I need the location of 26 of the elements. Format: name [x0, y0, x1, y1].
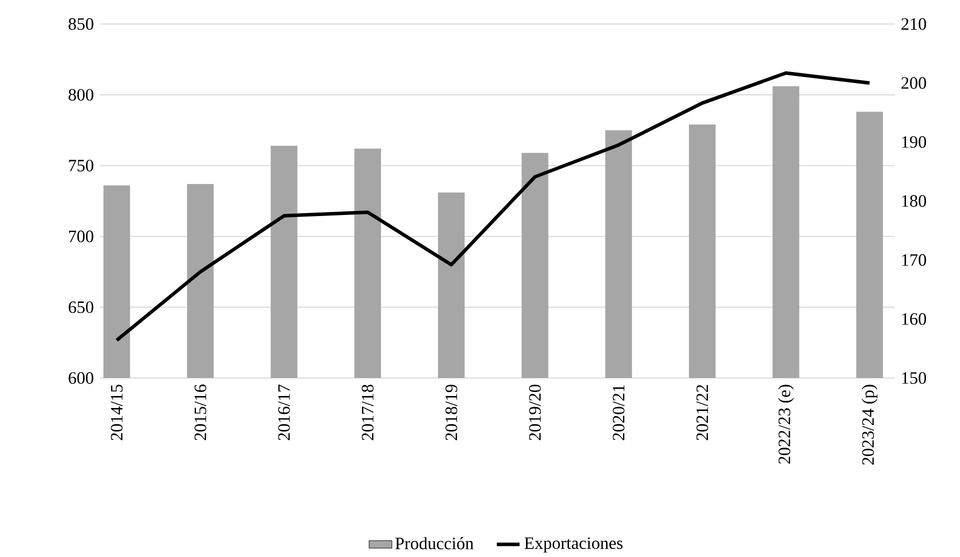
y-tick-label: 600 — [68, 372, 94, 384]
x-tick-label: 2014/15 — [110, 384, 123, 440]
y-tick-label: 850 — [68, 18, 94, 30]
y-tick-label: 800 — [68, 88, 94, 101]
x-tick-label: 2023/24 (p) — [862, 384, 878, 465]
line-series — [115, 71, 872, 342]
legend-label: Exportaciones — [524, 537, 623, 552]
x-tick-label: 2022/23 (e) — [778, 384, 794, 464]
x-tick-label: 2021/22 — [696, 384, 708, 440]
y2-tick-label: 180 — [902, 195, 926, 207]
x-tick-label: 2019/20 — [529, 384, 541, 440]
y2-tick-label: 190 — [902, 136, 926, 148]
y-tick-label: 750 — [69, 160, 94, 172]
x-tick-label: 2020/21 — [612, 385, 624, 440]
y2-tick-label: 200 — [901, 77, 926, 89]
y2-tick-label: 170 — [902, 254, 926, 266]
y2-tick-label: 150 — [902, 372, 926, 384]
x-tick-label: 2016/17 — [278, 384, 290, 440]
y2-tick-label: 160 — [902, 313, 926, 325]
legend-label: Producción — [395, 537, 474, 550]
y2-tick-label: 210 — [901, 18, 926, 30]
x-tick-label: 2015/16 — [194, 384, 206, 440]
y-tick-label: 700 — [69, 230, 94, 242]
x-tick-label: 2017/18 — [362, 384, 374, 440]
y-tick-label: 650 — [68, 301, 94, 314]
x-tick-label: 2018/19 — [445, 384, 458, 440]
